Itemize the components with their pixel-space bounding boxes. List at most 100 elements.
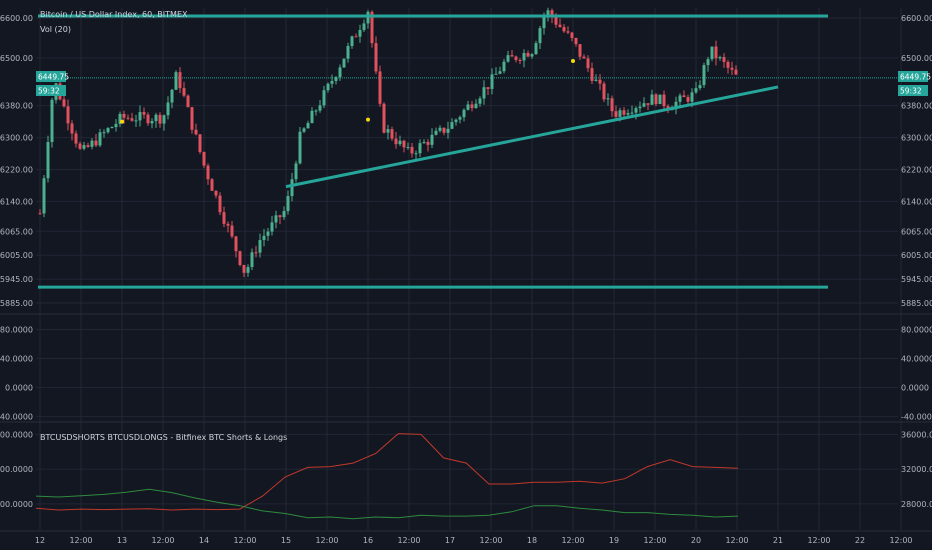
- candle-body: [214, 190, 218, 196]
- volume-label: Vol (20): [40, 25, 71, 34]
- shorts-series-line: [35, 433, 739, 511]
- y-tick-label-left: 6500.00: [0, 54, 33, 63]
- y-tick-label-right: 32000.0000: [901, 465, 932, 474]
- candle-body: [538, 28, 542, 44]
- candle-body: [638, 106, 642, 109]
- candle-body: [106, 128, 110, 133]
- candle-body: [602, 83, 606, 100]
- candle-body: [402, 140, 406, 148]
- candle-body: [286, 196, 290, 212]
- y-tick-label-left: 6065.00: [0, 227, 33, 236]
- candle-body: [458, 117, 462, 120]
- candle-body: [590, 68, 594, 81]
- candle-body: [474, 103, 478, 109]
- candle-body: [406, 146, 410, 148]
- last-price-right-text: 6449.75: [900, 73, 931, 82]
- candle-body: [734, 69, 738, 75]
- y-tick-label-left: 6220.00: [0, 165, 33, 174]
- candle-body: [578, 44, 582, 57]
- x-tick-label: 12:00: [889, 536, 912, 545]
- symbol-title: Bitcoin / US Dollar Index, 60, BITMEX: [40, 10, 188, 19]
- candle-body: [226, 223, 230, 226]
- candle-body: [282, 211, 286, 218]
- candle-body: [186, 95, 190, 108]
- candle-body: [386, 129, 390, 133]
- candle-body: [138, 112, 142, 121]
- candle-body: [438, 127, 442, 131]
- candle-body: [150, 121, 154, 124]
- candle-body: [398, 140, 402, 145]
- candle-body: [142, 112, 146, 115]
- candle-body: [498, 71, 502, 74]
- candle-body: [342, 58, 346, 68]
- x-tick-label: 12:00: [479, 536, 502, 545]
- candle-body: [126, 117, 130, 119]
- x-tick-label: 14: [199, 536, 209, 545]
- candle-body: [530, 54, 534, 57]
- candle-body: [310, 110, 314, 124]
- candle-body: [190, 107, 194, 130]
- candle-body: [314, 110, 318, 112]
- price-axes: 12 12:00 13 12:00 14 12:00 15 12:00 16 12:00 17 12:…: [0, 14, 932, 545]
- x-tick-label: 12:00: [315, 536, 338, 545]
- candle-body: [426, 141, 430, 145]
- candle-body: [262, 235, 266, 241]
- candle-body: [178, 72, 182, 89]
- candle-body: [706, 59, 710, 66]
- candle-body: [622, 110, 626, 115]
- candle-body: [258, 240, 262, 253]
- candle-body: [726, 61, 730, 68]
- candle-body: [246, 267, 250, 273]
- countdown-badge-left: 59:32: [36, 85, 66, 96]
- grid-lines: [0, 8, 932, 532]
- candle-body: [194, 129, 198, 135]
- candle-body: [478, 98, 482, 104]
- candle-body: [294, 163, 298, 180]
- y-tick-label-left: 32000.0000: [0, 465, 33, 474]
- signal-marker: [571, 59, 575, 64]
- candle-body: [38, 213, 42, 215]
- candle-body: [114, 123, 118, 127]
- candle-body: [358, 30, 362, 37]
- candle-body: [390, 129, 394, 139]
- candle-body: [278, 215, 282, 218]
- candle-body: [654, 94, 658, 105]
- candle-body: [354, 36, 358, 38]
- candle-body: [298, 131, 302, 164]
- shorts-longs-pane[interactable]: [35, 433, 739, 520]
- candle-body: [678, 95, 682, 102]
- x-tick-label: 13: [117, 536, 127, 545]
- x-tick-label: 12:00: [69, 536, 92, 545]
- candle-body: [542, 16, 546, 29]
- candle-body: [486, 87, 490, 89]
- candle-body: [718, 57, 722, 59]
- candle-body: [430, 134, 434, 145]
- candle-body: [594, 79, 598, 81]
- candle-body: [362, 23, 366, 31]
- candle-body: [374, 43, 378, 72]
- candle-body: [394, 138, 398, 145]
- candle-body: [514, 56, 518, 60]
- y-tick-label-left: 5945.00: [0, 275, 33, 284]
- ascending-trendline[interactable]: [285, 85, 779, 189]
- candle-body: [274, 215, 278, 223]
- longs-series-line: [35, 488, 739, 520]
- candle-body: [50, 99, 54, 143]
- candle-body: [598, 79, 602, 84]
- y-tick-label-left: -40.0000: [0, 412, 33, 421]
- candle-body: [378, 71, 382, 104]
- x-tick-label: 12:00: [561, 536, 584, 545]
- candle-body: [610, 98, 614, 112]
- candle-body: [102, 132, 106, 134]
- candle-body: [86, 145, 90, 147]
- price-pane[interactable]: [36, 7, 898, 289]
- candle-body: [562, 27, 566, 32]
- candle-body: [526, 53, 530, 57]
- candle-body: [66, 106, 70, 124]
- candle-body: [134, 120, 138, 122]
- candle-body: [366, 11, 370, 24]
- candle-body: [238, 251, 242, 265]
- x-tick-label: 22: [855, 536, 865, 545]
- candle-body: [130, 118, 134, 121]
